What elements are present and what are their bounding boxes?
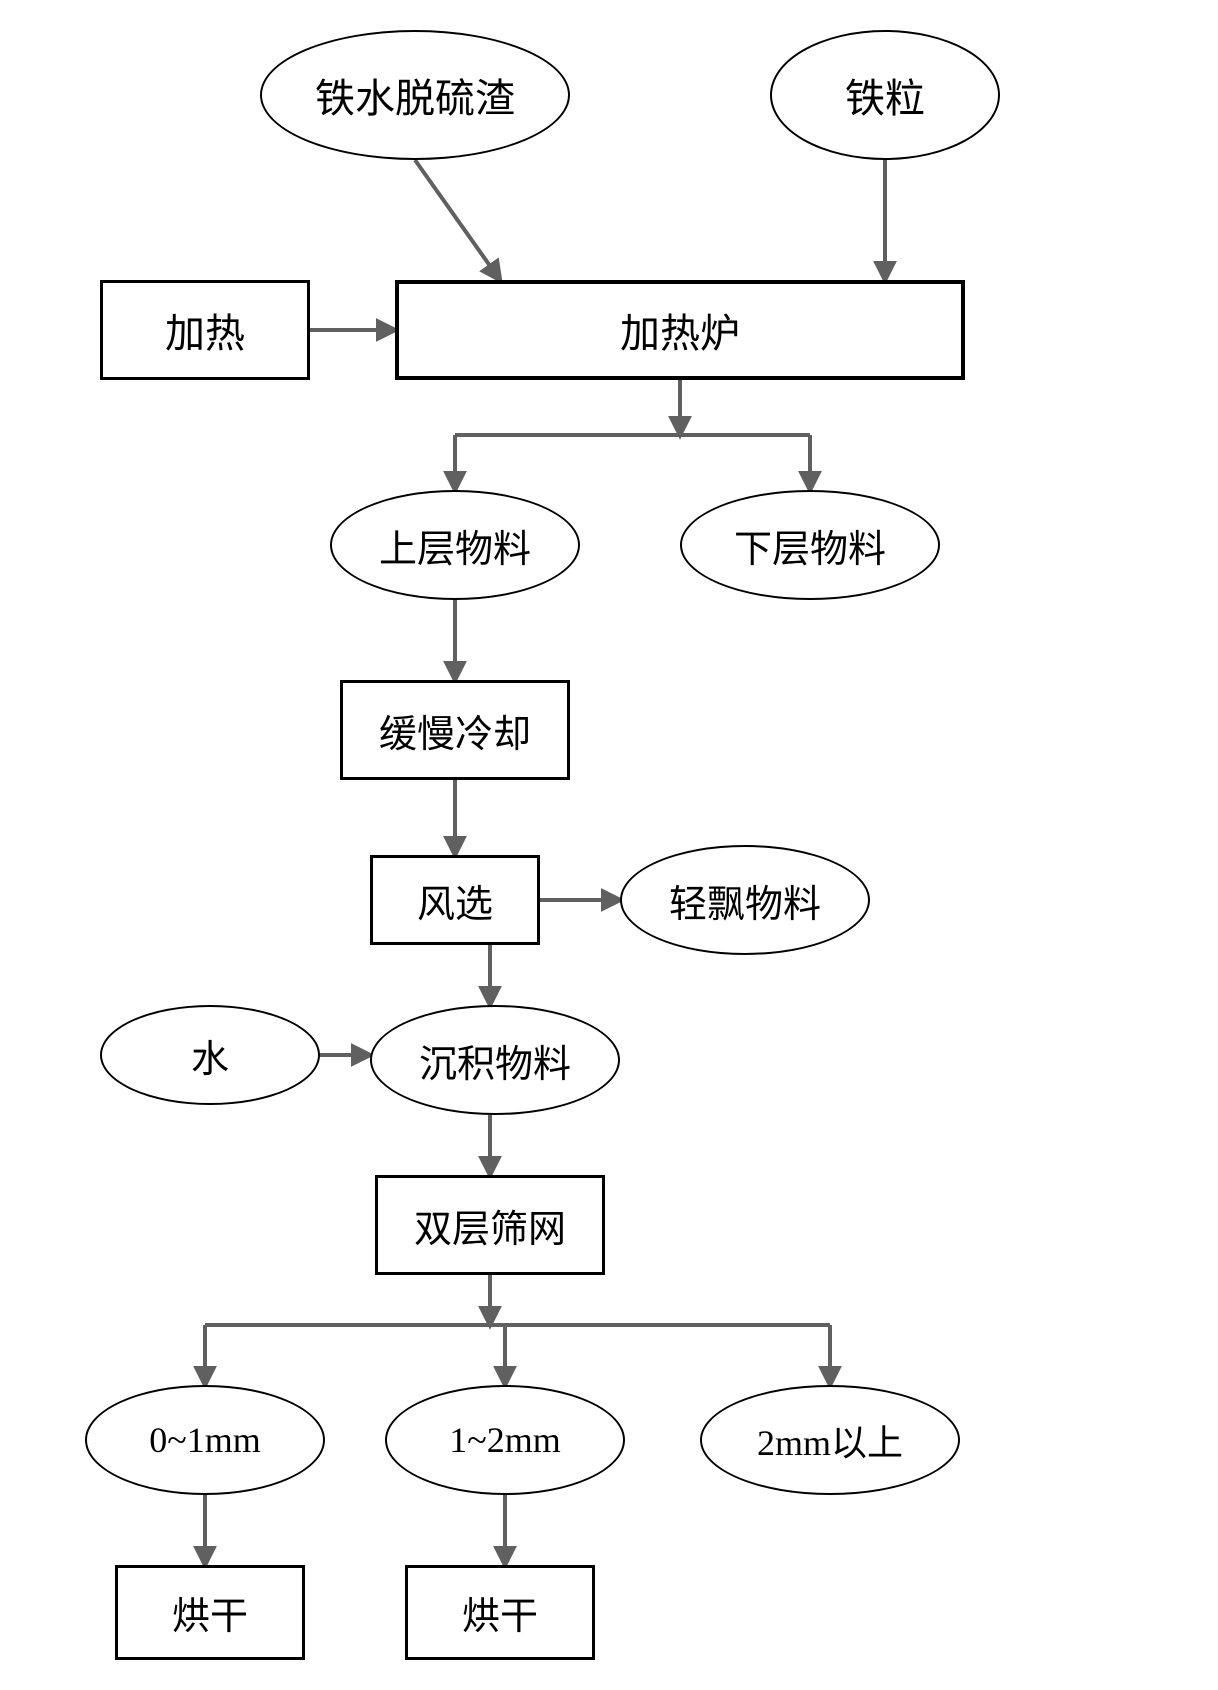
node-label: 铁水脱硫渣 [315,66,515,124]
node-n17: 烘干 [405,1565,595,1660]
node-n10: 水 [100,1005,320,1105]
node-n1: 铁水脱硫渣 [260,30,570,160]
node-n13: 0~1mm [85,1385,325,1495]
edge-n1-n4 [415,160,500,280]
node-n3: 加热 [100,280,310,380]
node-label: 双层筛网 [414,1198,566,1253]
node-n11: 沉积物料 [370,1005,620,1115]
node-label: 加热炉 [620,301,740,359]
node-n12: 双层筛网 [375,1175,605,1275]
node-label: 2mm以上 [757,1414,903,1466]
node-label: 缓慢冷却 [379,703,531,758]
node-n6: 下层物料 [680,490,940,600]
node-n15: 2mm以上 [700,1385,960,1495]
node-label: 沉积物料 [419,1033,571,1088]
node-label: 水 [191,1028,229,1083]
node-n2: 铁粒 [770,30,1000,160]
node-label: 烘干 [462,1585,538,1640]
node-label: 上层物料 [379,518,531,573]
node-n5: 上层物料 [330,490,580,600]
node-n16: 烘干 [115,1565,305,1660]
node-label: 加热 [165,301,245,359]
node-label: 铁粒 [845,66,925,124]
node-label: 0~1mm [149,1419,260,1461]
node-n4: 加热炉 [395,280,965,380]
node-label: 1~2mm [449,1419,560,1461]
node-n7: 缓慢冷却 [340,680,570,780]
node-label: 轻飘物料 [669,873,821,928]
node-label: 烘干 [172,1585,248,1640]
node-label: 下层物料 [734,518,886,573]
node-n9: 轻飘物料 [620,845,870,955]
node-n14: 1~2mm [385,1385,625,1495]
node-label: 风选 [417,873,493,928]
node-n8: 风选 [370,855,540,945]
